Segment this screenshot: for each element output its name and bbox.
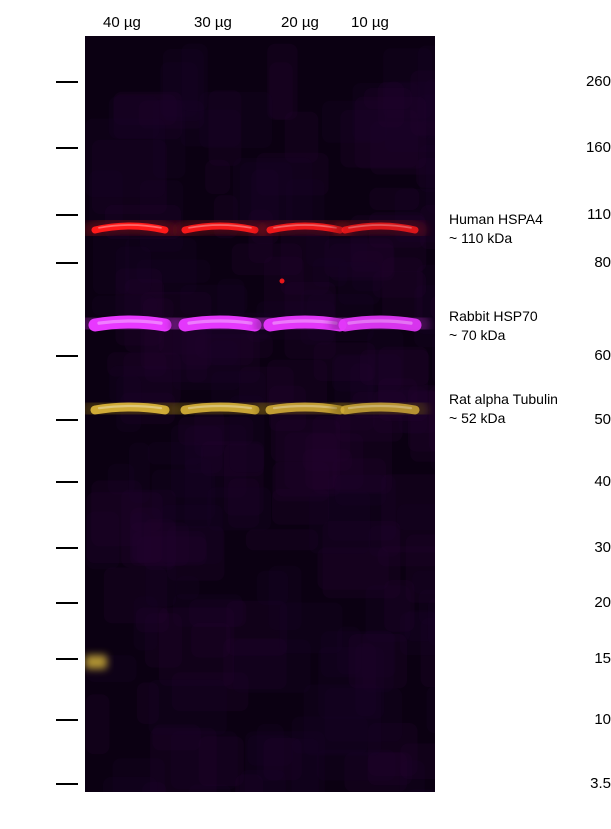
mw-marker-tick [56,147,78,149]
band-annotation-mw: ~ 52 kDa [449,409,558,428]
mw-marker-tick [56,214,78,216]
mw-marker-tick [56,262,78,264]
mw-marker-tick [56,81,78,83]
mw-marker-label: 80 [561,254,611,271]
mw-marker-tick [56,602,78,604]
band-annotation-name: Rat alpha Tubulin [449,390,558,409]
mw-marker-tick [56,481,78,483]
western-blot-figure: 40 µg 30 µg 20 µg 10 µg 260 160 110 80 60 50 40 30… [0,0,611,829]
mw-marker-label: 15 [561,650,611,667]
mw-marker-tick [56,419,78,421]
mw-marker-label: 20 [561,594,611,611]
mw-marker-label: 50 [561,411,611,428]
mw-marker-label: 10 [561,711,611,728]
mw-marker-label: 30 [561,539,611,556]
lane-label: 40 µg [103,14,141,31]
band-annotation-mw: ~ 110 kDa [449,229,543,248]
mw-marker-label: 110 [561,206,611,223]
blot-image [85,36,435,792]
band-annotation: Rabbit HSP70~ 70 kDa [449,307,538,345]
mw-marker-tick [56,547,78,549]
band-annotation: Human HSPA4~ 110 kDa [449,210,543,248]
mw-marker-label: 260 [561,73,611,90]
band-annotation-name: Human HSPA4 [449,210,543,229]
lane-label: 20 µg [281,14,319,31]
band-annotation: Rat alpha Tubulin~ 52 kDa [449,390,558,428]
mw-marker-label: 3.5 [561,775,611,792]
mw-marker-label: 40 [561,473,611,490]
lane-label: 10 µg [351,14,389,31]
mw-marker-tick [56,719,78,721]
mw-marker-label: 160 [561,139,611,156]
mw-marker-tick [56,658,78,660]
mw-marker-tick [56,355,78,357]
mw-marker-tick [56,783,78,785]
band-annotation-mw: ~ 70 kDa [449,326,538,345]
band-annotation-name: Rabbit HSP70 [449,307,538,326]
lane-label: 30 µg [194,14,232,31]
mw-marker-label: 60 [561,347,611,364]
